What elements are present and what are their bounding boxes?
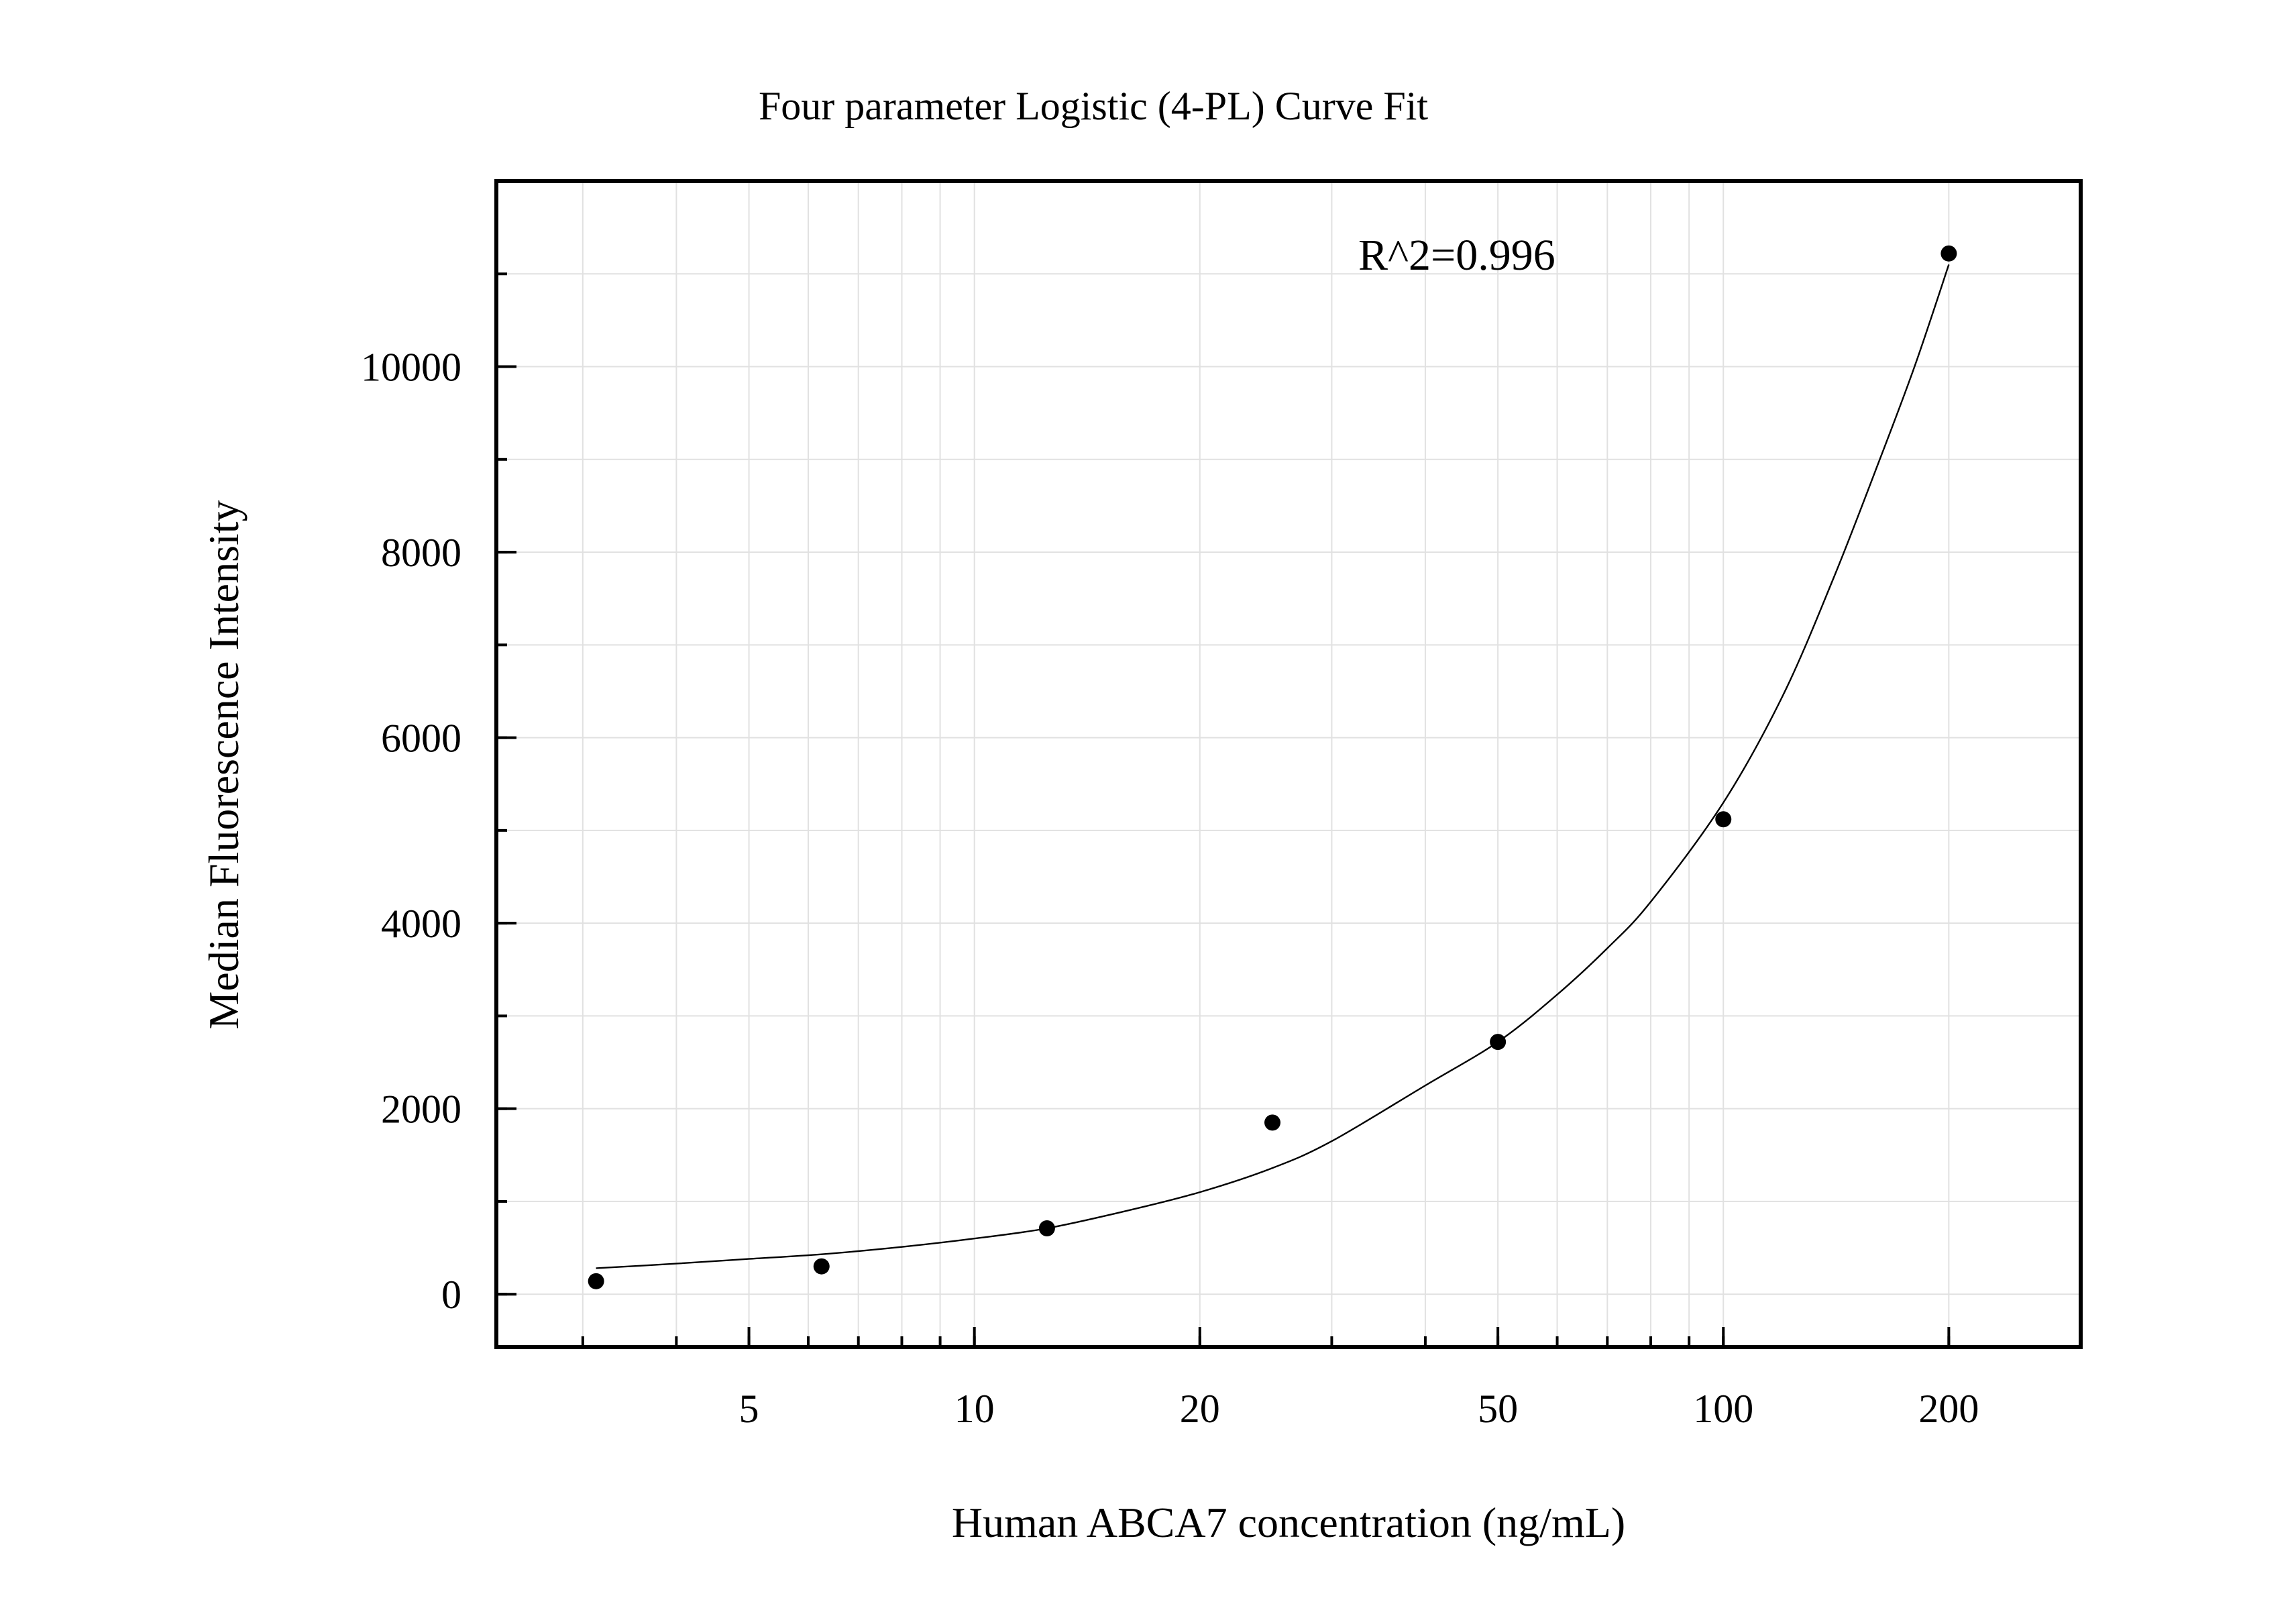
r-squared-annotation: R^2=0.996 (1358, 231, 1555, 280)
x-tick-label: 50 (1478, 1387, 1518, 1431)
fit-curve (596, 264, 1950, 1269)
data-point (1264, 1114, 1281, 1131)
plot-frame (494, 179, 2083, 1349)
y-tick-label: 4000 (381, 902, 461, 946)
x-tick-label: 5 (739, 1387, 759, 1431)
y-tick-label: 0 (441, 1273, 461, 1317)
x-tick-label: 10 (954, 1387, 995, 1431)
data-point (1940, 245, 1957, 262)
y-tick-label: 10000 (361, 345, 461, 390)
x-tick-label: 20 (1180, 1387, 1220, 1431)
x-axis-ticks: 5 10 20 50 100 200 (739, 1327, 1979, 1431)
data-point (1038, 1220, 1055, 1237)
y-axis-label: Median Fluorescence Intensity (200, 500, 248, 1029)
data-point (1715, 811, 1732, 828)
y-axis-ticks: 0 2000 4000 6000 8000 10000 (361, 345, 516, 1317)
data-point (1490, 1034, 1507, 1051)
data-points (588, 245, 1957, 1289)
minor-ticks (496, 272, 2082, 1347)
chart-title: Four parameter Logistic (4-PL) Curve Fit (759, 84, 1428, 128)
x-tick-label: 200 (1918, 1387, 1979, 1431)
x-axis-label: Human ABCA7 concentration (ng/mL) (952, 1499, 1625, 1546)
y-tick-label: 6000 (381, 716, 461, 761)
y-tick-label: 2000 (381, 1087, 461, 1132)
data-point (813, 1258, 830, 1275)
grid (496, 181, 2081, 1347)
x-tick-label: 100 (1693, 1387, 1753, 1431)
data-point (588, 1273, 604, 1289)
y-tick-label: 8000 (381, 531, 461, 575)
